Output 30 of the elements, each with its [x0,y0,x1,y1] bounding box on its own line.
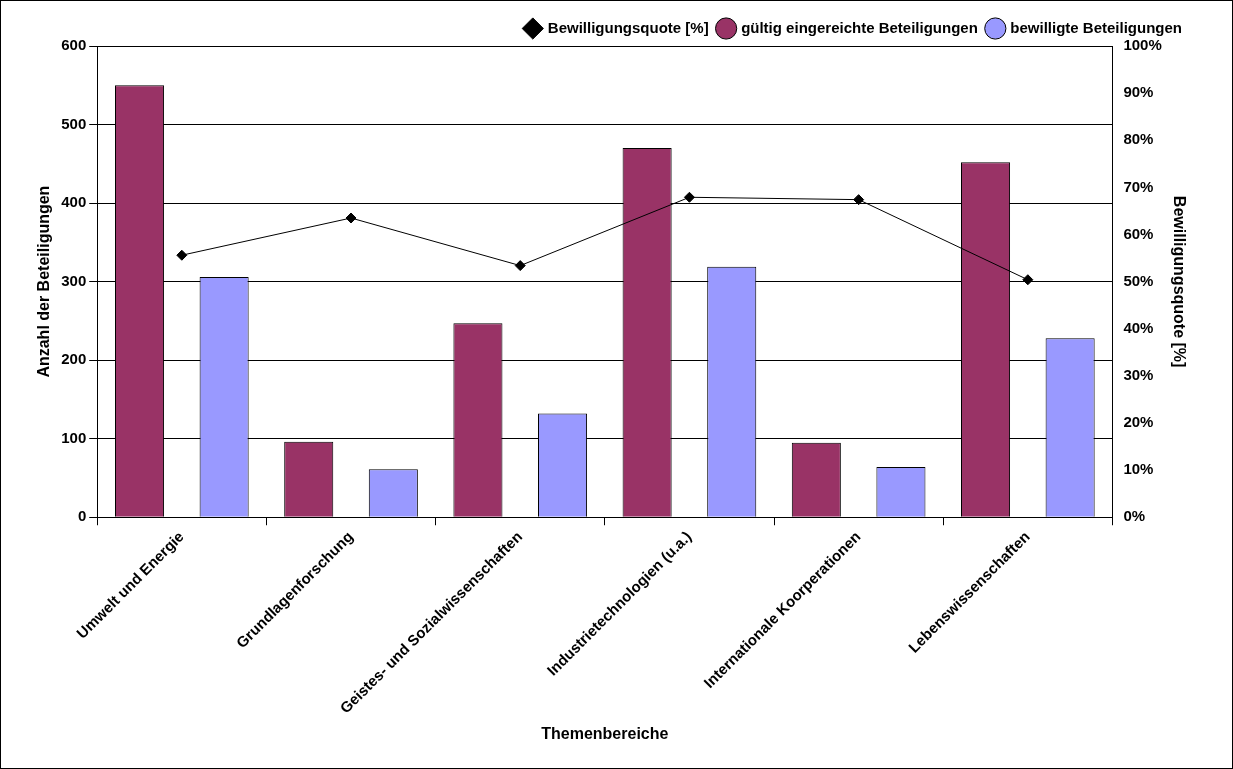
y2-tick-label: 90% [1123,83,1154,101]
y-tick-label: 200 [61,350,87,368]
point [683,191,695,203]
y2-tick-label: 70% [1123,177,1154,195]
y2-tick-label: 20% [1123,413,1154,431]
y-tick-label: 500 [61,114,87,132]
y-tick-label: 600 [61,36,87,54]
point [853,194,865,206]
y-tick-label: 400 [61,193,87,211]
y-tick-label: 300 [61,271,87,289]
y2-tick-label: 10% [1123,460,1154,478]
x-axis-title: Themenbereiche [541,724,669,742]
y2-axis-title: Bewilligungsquote [%] [1170,195,1188,368]
legend-label: Bewilligungsquote [%] [547,18,709,36]
y2-tick-label: 100% [1123,36,1162,54]
y-axis-title: Anzahl der Beteiligungen [35,185,53,378]
y-tick-label: 100 [61,428,87,446]
y2-tick-label: 50% [1123,271,1154,289]
point [345,212,357,224]
legend-label: gültig eingereichte Beteiligungen [741,18,978,36]
y2-tick-label: 30% [1123,366,1154,384]
legend-label: bewilligte Beteiligungen [1010,18,1183,36]
point [514,260,526,272]
y2-tick-label: 40% [1123,318,1154,336]
y2-tick-label: 60% [1123,224,1154,242]
y2-tick-label: 0% [1123,507,1146,525]
y-tick-label: 0 [77,507,87,525]
y2-tick-label: 80% [1123,130,1154,148]
point [1022,274,1034,286]
point [176,249,188,261]
